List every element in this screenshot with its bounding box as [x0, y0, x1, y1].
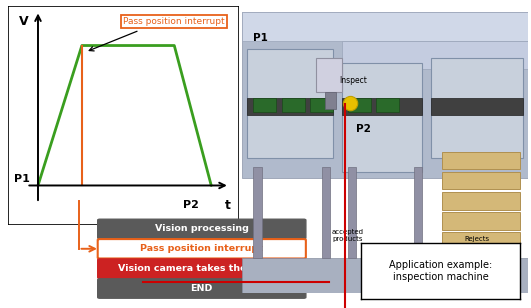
Text: P2: P2: [356, 124, 371, 134]
Text: Pass position interrupt: Pass position interrupt: [140, 244, 263, 253]
Text: accepted
products: accepted products: [332, 229, 364, 242]
Bar: [348, 167, 356, 258]
Text: Vision processing: Vision processing: [155, 225, 249, 233]
Bar: [442, 152, 520, 169]
FancyBboxPatch shape: [98, 239, 306, 258]
Text: Inspect: Inspect: [339, 76, 367, 86]
Bar: [342, 41, 528, 69]
Bar: [348, 98, 371, 112]
Bar: [253, 167, 262, 258]
Bar: [342, 63, 422, 172]
Text: Application example:
inspection machine: Application example: inspection machine: [389, 260, 492, 282]
Bar: [376, 98, 399, 112]
Bar: [431, 98, 523, 115]
Bar: [242, 258, 528, 293]
Bar: [242, 12, 528, 41]
Text: Vision camera takes the photos: Vision camera takes the photos: [117, 264, 286, 273]
Text: t: t: [225, 199, 230, 212]
Bar: [442, 213, 520, 229]
FancyBboxPatch shape: [98, 279, 306, 298]
Bar: [442, 233, 520, 249]
Bar: [311, 98, 333, 112]
Bar: [322, 167, 330, 258]
Circle shape: [344, 96, 358, 111]
Text: P1: P1: [14, 174, 30, 184]
Bar: [325, 92, 336, 109]
Bar: [316, 58, 342, 92]
Bar: [247, 98, 333, 115]
Bar: [282, 98, 305, 112]
Text: Rejects: Rejects: [464, 236, 489, 242]
Text: END: END: [191, 284, 213, 293]
Bar: [253, 98, 276, 112]
Text: P1: P1: [253, 33, 268, 43]
Bar: [431, 58, 523, 158]
FancyBboxPatch shape: [98, 219, 306, 239]
Bar: [342, 98, 422, 115]
Bar: [442, 253, 520, 270]
Bar: [442, 172, 520, 189]
Bar: [242, 12, 528, 178]
Text: Pass position interrupt: Pass position interrupt: [124, 17, 225, 26]
Text: P2: P2: [183, 200, 199, 210]
Bar: [414, 167, 422, 258]
FancyBboxPatch shape: [98, 259, 306, 278]
Bar: [442, 192, 520, 209]
Bar: [247, 49, 333, 158]
Text: V: V: [19, 15, 29, 28]
